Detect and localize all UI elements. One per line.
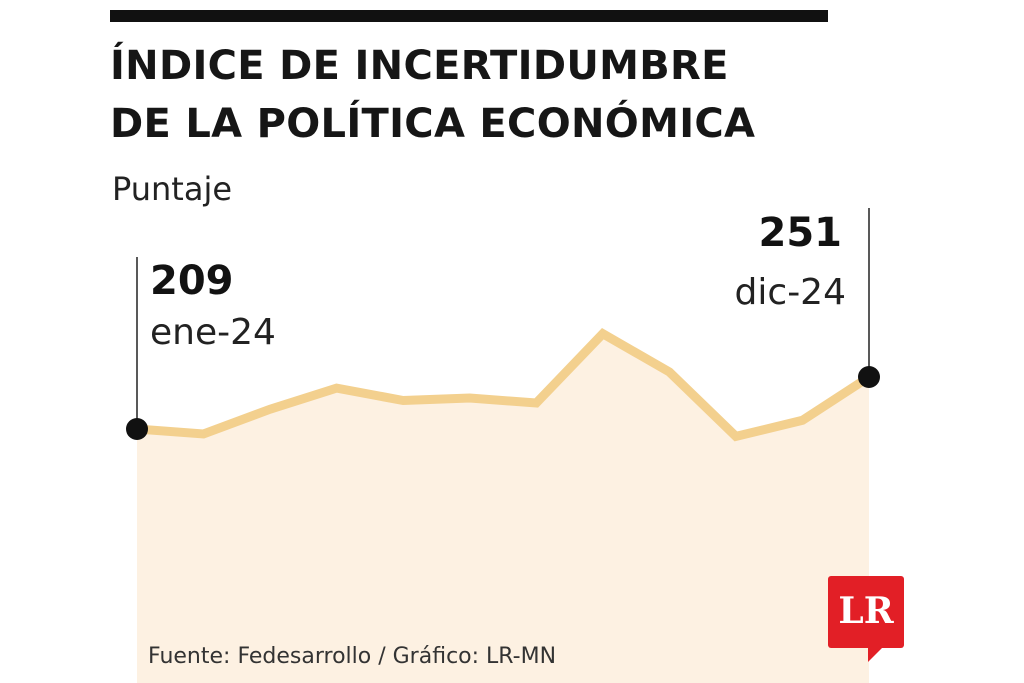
annotation-value-label: 251 [759,210,843,256]
area-fill [137,333,869,683]
chart-title-line-2: DE LA POLÍTICA ECONÓMICA [110,101,756,147]
chart-title-line-1: ÍNDICE DE INCERTIDUMBRE [110,43,729,89]
chart-subtitle: Puntaje [112,170,233,208]
data-point-marker [858,366,880,388]
annotation-value-label: 209 [150,258,234,304]
annotation-date-label: ene-24 [150,312,276,353]
lr-logo-text: LR [838,590,894,632]
top-rule [110,10,828,22]
data-point-marker [126,418,148,440]
lr-logo-tail [868,646,884,662]
series-line [136,328,872,442]
source-note: Fuente: Fedesarrollo / Gráfico: LR-MN [148,644,557,669]
lr-logo: LR [828,576,904,648]
annotation-date-label: dic-24 [735,272,846,313]
